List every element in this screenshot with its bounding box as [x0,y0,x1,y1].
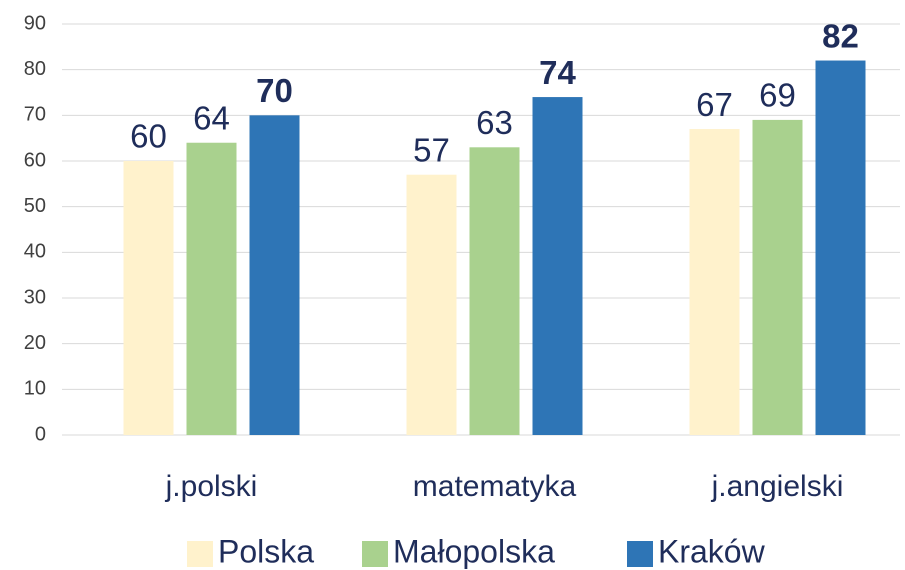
y-tick-label: 20 [24,332,46,354]
bar [532,97,583,436]
x-tick-label: matematyka [413,470,577,503]
bar [249,115,300,435]
legend-swatch [187,541,213,567]
data-label: 63 [476,104,513,141]
y-tick-label: 80 [24,58,46,80]
y-tick-label: 70 [24,104,46,126]
bar [815,60,866,436]
legend-label: Małopolska [393,533,555,569]
y-tick-label: 60 [24,149,46,171]
legend-swatch [362,541,388,567]
bar [123,161,174,435]
data-label: 60 [130,118,167,155]
y-tick-label: 30 [24,286,46,308]
legend-swatch [627,541,653,567]
legend-label: Kraków [658,533,766,569]
bar [186,142,237,435]
y-tick-label: 40 [24,241,46,263]
x-tick-label: j.polski [165,470,258,503]
data-label: 69 [759,77,796,114]
data-label: 64 [193,99,230,136]
y-tick-label: 10 [24,378,46,400]
bar [752,119,803,436]
y-tick-label: 0 [35,423,46,445]
data-label: 57 [413,131,450,168]
data-label: 74 [539,54,576,91]
bar [406,174,457,435]
y-tick-label: 90 [24,12,46,34]
x-tick-label: j.angielski [711,470,844,503]
y-tick-label: 50 [24,195,46,217]
legend-label: Polska [218,533,314,569]
data-label: 70 [256,72,293,109]
data-label: 82 [822,17,859,54]
bar [469,147,520,436]
bar [689,129,740,436]
data-label: 67 [696,86,733,123]
